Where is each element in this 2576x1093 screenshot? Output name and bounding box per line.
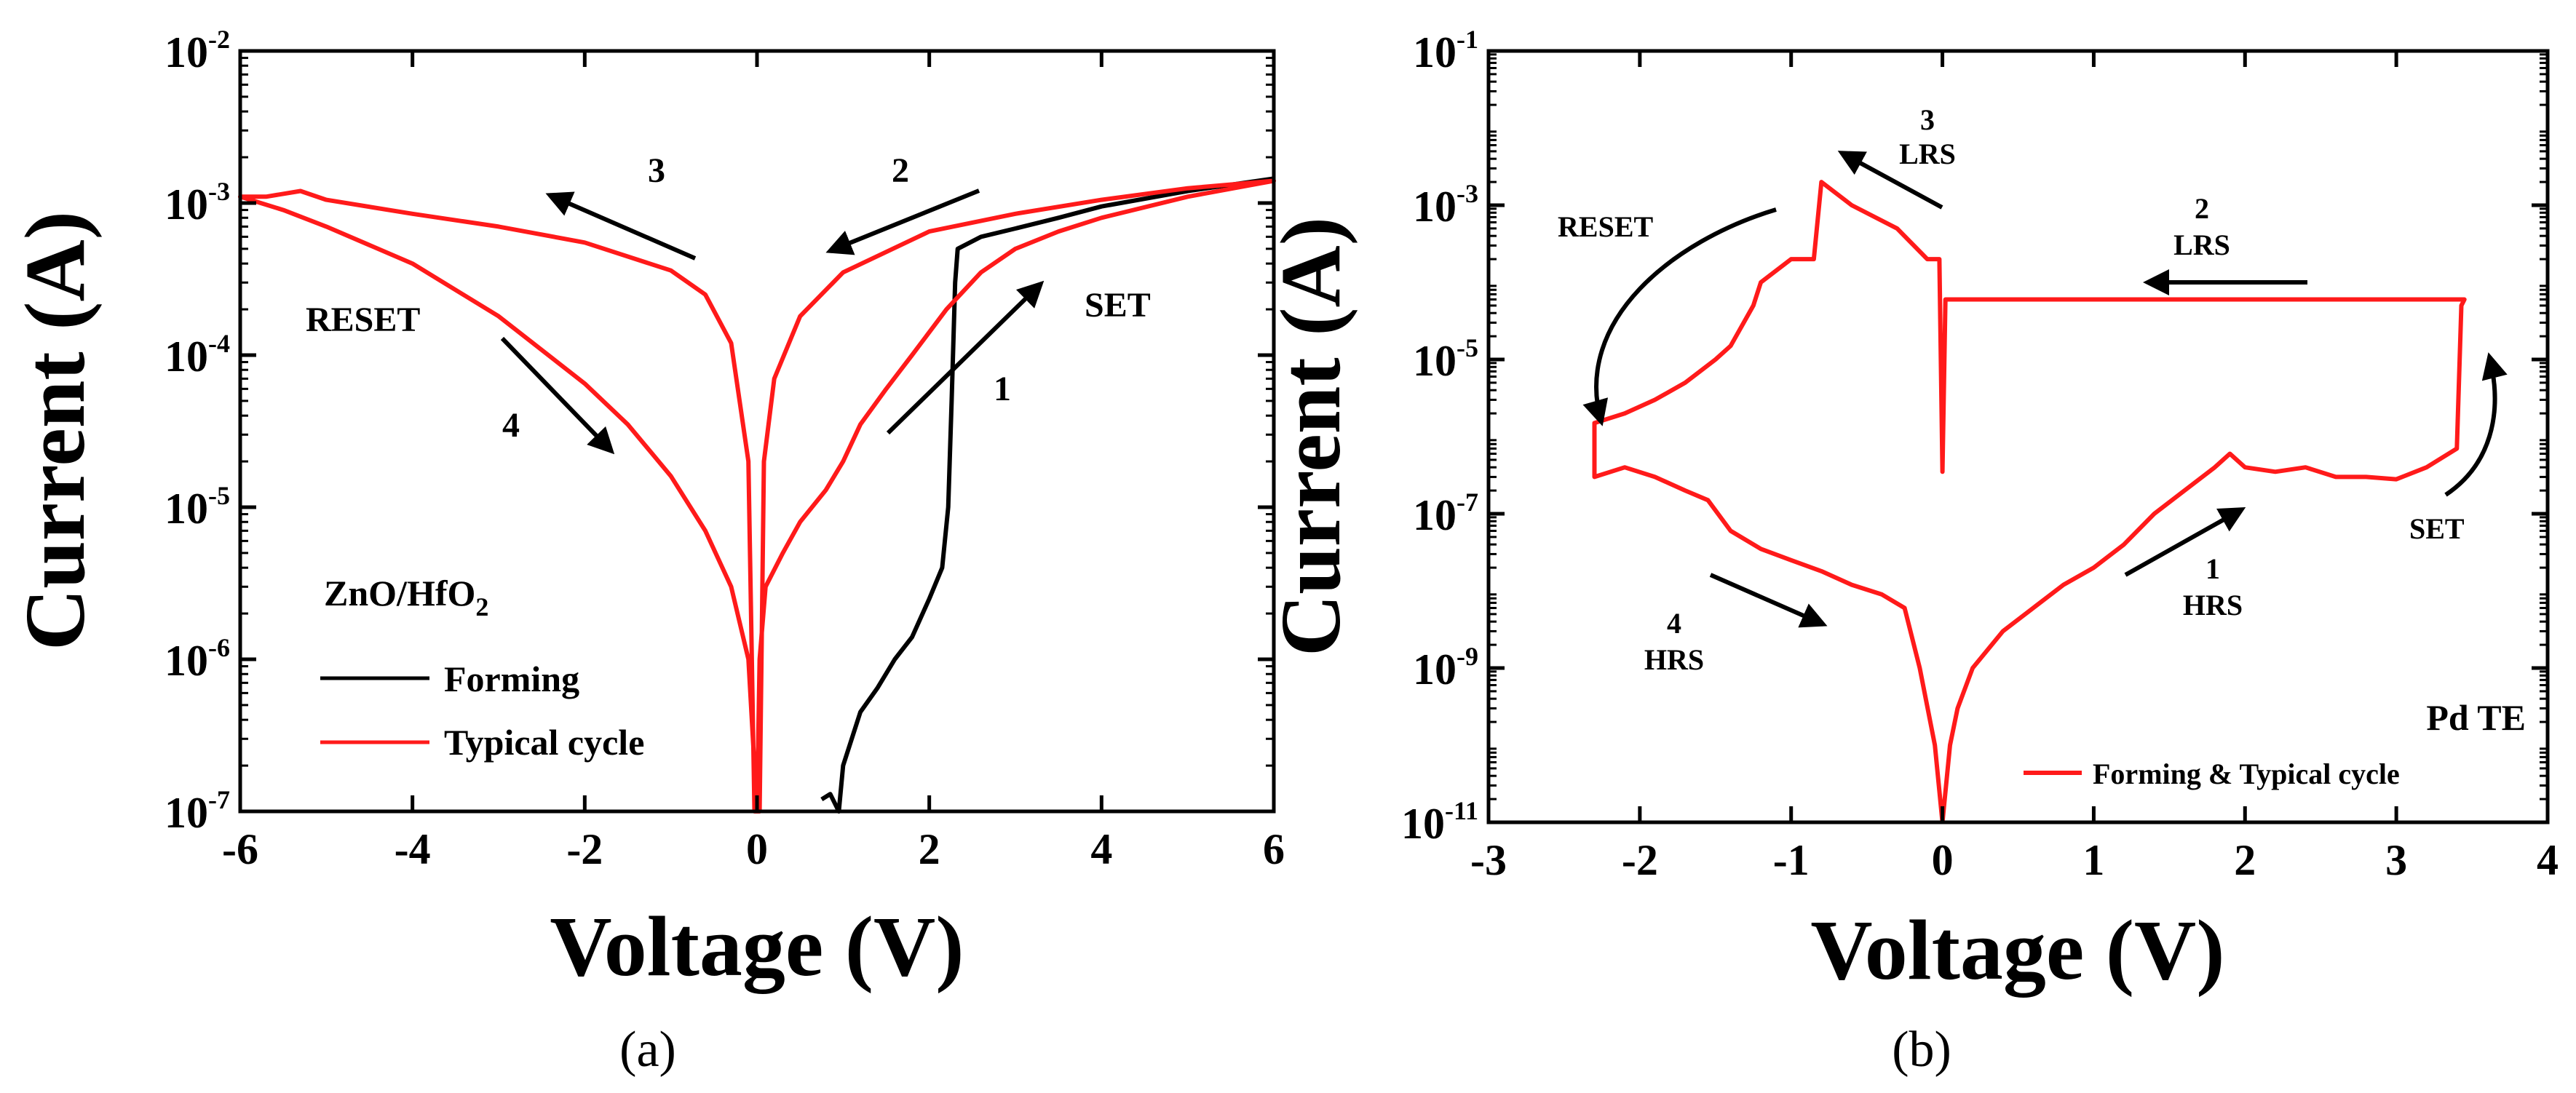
panel-a-y-tick-label: 10-7	[165, 785, 230, 837]
panel-b-y-tick-label: 10-1	[1413, 25, 1478, 76]
panel-a-arrow-4	[500, 336, 615, 455]
panel-b-y-axis-title: Current (A)	[1263, 217, 1358, 656]
panel-a-x-tick-label: 2	[919, 825, 940, 873]
panel-a-anno-3: 3	[648, 151, 665, 190]
panel-a-anno-set: SET	[1085, 286, 1151, 325]
panel-a-anno-4: 4	[502, 406, 520, 445]
panel-a-ticks: -6 -4 -2 0 2 4 6 10-7 10-6 10-5 10-4 10-3 10-2	[165, 25, 1285, 873]
panel-a-x-tick-label: -6	[222, 825, 258, 873]
panel-a-y-tick-label: 10-3	[165, 177, 230, 228]
panel-b-anno-set: SET	[2409, 512, 2465, 545]
panel-b-x-axis-title: Voltage (V)	[1810, 902, 2224, 998]
panel-b-x-tick-label: 1	[2082, 836, 2104, 884]
panel-b-ticks: -3 -2 -1 0 1 2 3 4 10-11 10-9 10-7 10-5 10-3 10-1	[1401, 25, 2559, 884]
panel-b-legend-title: Pd TE	[2426, 697, 2526, 738]
panel-b-anno-4-state: HRS	[1644, 643, 1704, 676]
panel-b-x-tick-label: -2	[1622, 836, 1658, 884]
panel-b-x-tick-label: 0	[1932, 836, 1954, 884]
panel-b-x-tick-label: 3	[2385, 836, 2407, 884]
panel-a-x-tick-label: 0	[746, 825, 768, 873]
panel-b-y-tick-label: 10-5	[1413, 333, 1478, 385]
panel-b-anno-reset: RESET	[1558, 210, 1653, 243]
panel-b-anno-4: 4	[1667, 607, 1681, 640]
panel-b-anno-1-state: HRS	[2183, 589, 2243, 621]
panel-b-anno-3-state: LRS	[1899, 138, 1956, 170]
panel-a-x-tick-label: 4	[1090, 825, 1112, 873]
panel-a-legend-forming: Forming	[444, 659, 579, 699]
panel-a-x-axis-title: Voltage (V)	[550, 899, 964, 994]
panel-b-x-tick-label: 2	[2234, 836, 2256, 884]
panel-b-x-tick-label: -1	[1773, 836, 1810, 884]
panel-a-anno-reset: RESET	[306, 301, 420, 339]
panel-a-legend-typical: Typical cycle	[444, 722, 644, 763]
panel-b-plot-area	[1592, 180, 2467, 823]
panel-b-arrow-4	[1709, 573, 1828, 628]
panel-b-anno-2: 2	[2195, 192, 2209, 225]
panel-b-arrow-set	[2444, 352, 2508, 497]
panel-a-arrow-3	[545, 191, 697, 261]
panel-b-anno-2-state: LRS	[2173, 228, 2230, 261]
panel-b-caption: (b)	[1892, 1022, 1951, 1078]
panel-a-arrow-2	[825, 188, 980, 255]
panel-b-x-tick-label: 4	[2537, 836, 2559, 884]
panel-a-series-typical-cycle	[238, 178, 1276, 814]
panel-a-y-tick-label: 10-4	[165, 329, 230, 381]
panel-b-anno-3: 3	[1920, 103, 1935, 136]
panel-a-x-tick-label: 6	[1263, 825, 1285, 873]
panel-b-legend-label: Forming & Typical cycle	[2093, 758, 2400, 790]
panel-b-y-tick-label: 10-7	[1413, 488, 1478, 539]
panel-a-y-axis-title: Current (A)	[7, 211, 103, 651]
panel-a-y-tick-label: 10-5	[165, 481, 230, 533]
panel-b-y-tick-label: 10-3	[1413, 179, 1478, 231]
panel-a-arrow-1	[886, 280, 1045, 435]
panel-a-x-tick-label: -2	[566, 825, 603, 873]
panel-b-x-tick-label: -3	[1470, 836, 1507, 884]
panel-a-x-tick-label: -4	[395, 825, 431, 873]
panel-b-y-tick-label: 10-11	[1401, 796, 1478, 848]
panel-a-y-tick-label: 10-6	[165, 633, 230, 685]
panel-b-series-forming-typical-cycle	[1592, 180, 2467, 823]
panel-a-y-tick-label: 10-2	[165, 25, 230, 76]
panel-a-series-forming	[820, 176, 1275, 814]
panel-b-anno-1: 1	[2206, 552, 2220, 585]
panel-a: -6 -4 -2 0 2 4 6 10-7 10-6 10-5 10-4 10-3 10-2 Volta…	[7, 25, 1285, 1078]
panel-a-plot-area	[238, 176, 1276, 814]
panel-a-anno-2: 2	[892, 151, 909, 190]
panel-a-legend-title: ZnO/HfO2	[324, 573, 488, 621]
panel-b-arrow-1	[2124, 507, 2246, 577]
panel-b-frame	[1486, 49, 2550, 824]
panel-a-caption: (a)	[619, 1022, 676, 1078]
panel-b: -3 -2 -1 0 1 2 3 4 10-11 10-9 10-7 10-5 10-3 10-1 Vol…	[1263, 25, 2559, 1078]
panel-a-anno-1: 1	[994, 370, 1011, 408]
panel-b-arrow-3	[1837, 151, 1943, 210]
panel-b-y-tick-label: 10-9	[1413, 642, 1478, 693]
panel-b-arrow-reset	[1582, 207, 1777, 426]
